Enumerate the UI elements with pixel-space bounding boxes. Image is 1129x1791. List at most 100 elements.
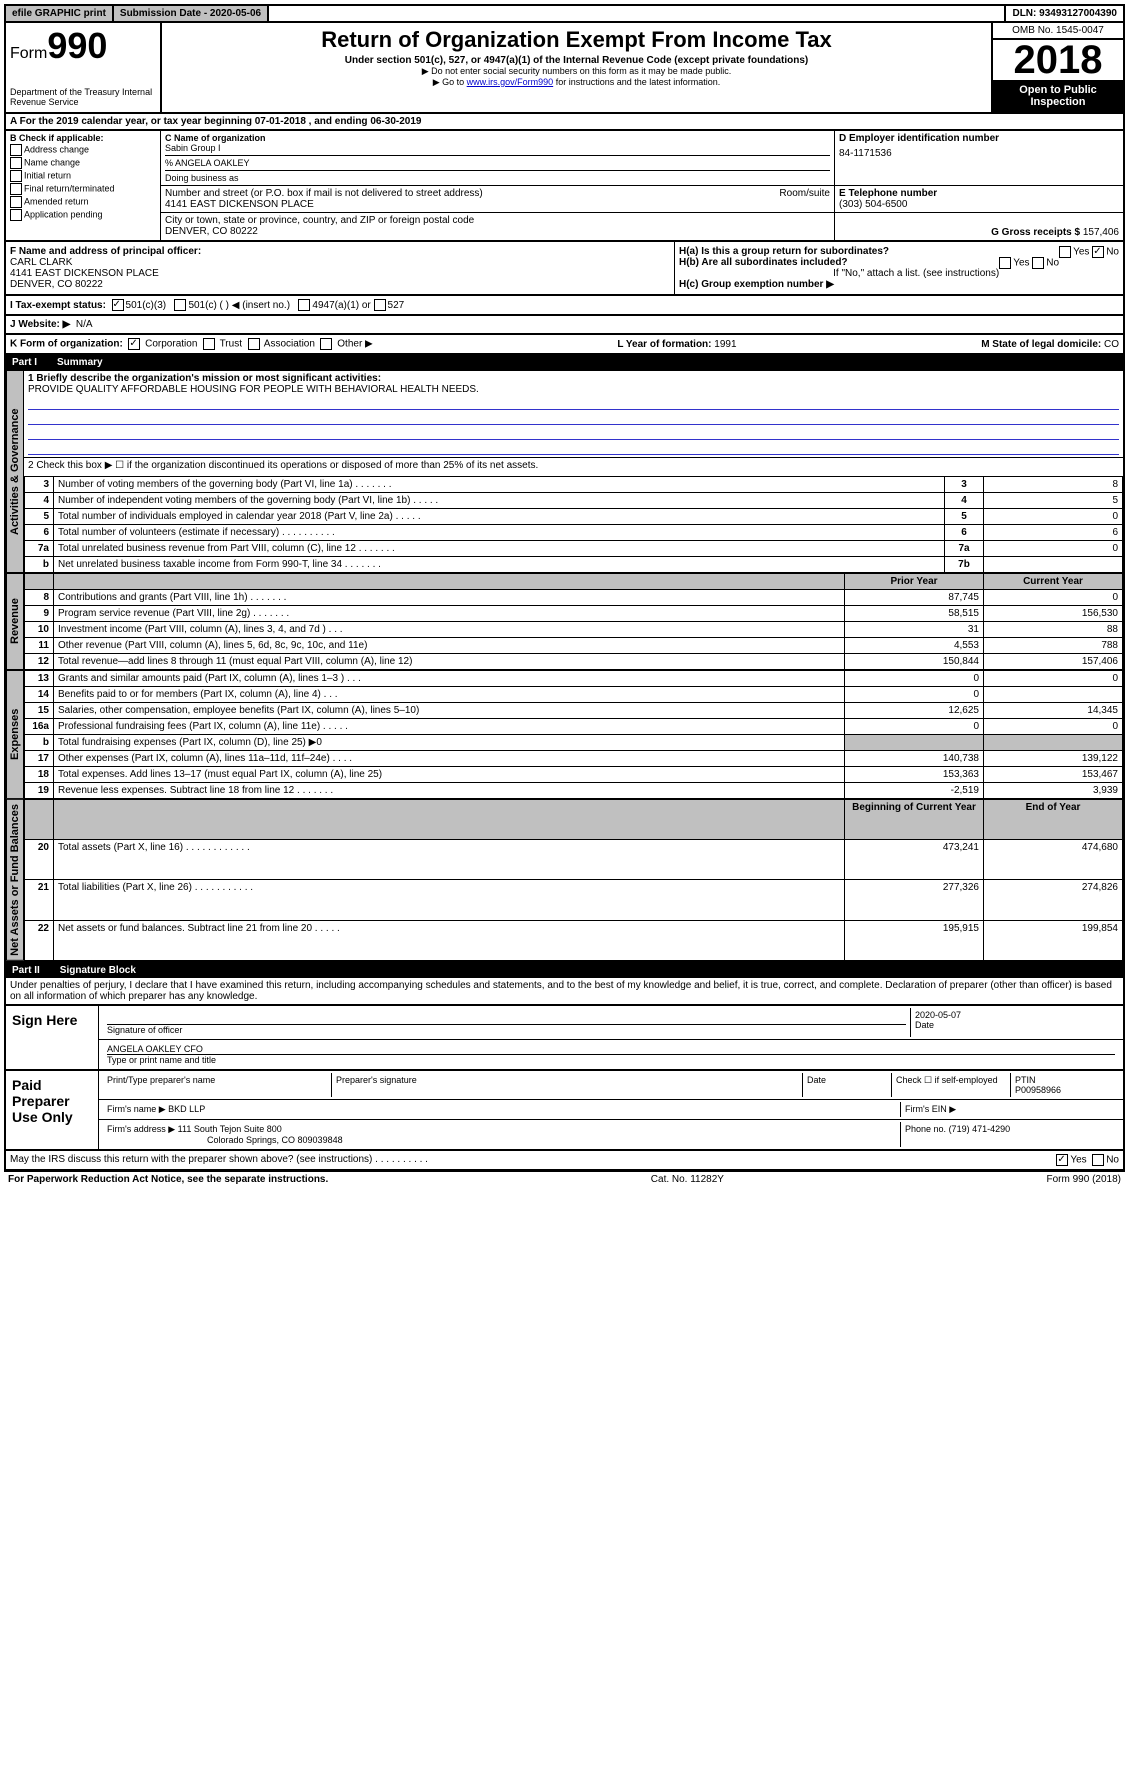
firm-name: BKD LLP bbox=[168, 1104, 205, 1114]
part-i-header: Part I Summary bbox=[4, 355, 1125, 370]
line-num: 17 bbox=[25, 751, 54, 767]
current-val: 156,530 bbox=[984, 606, 1123, 622]
chk-final-return[interactable]: Final return/terminated bbox=[10, 183, 156, 195]
form-990: 990 bbox=[47, 25, 107, 66]
line-num: 18 bbox=[25, 767, 54, 783]
part-ii-title: Signature Block bbox=[60, 965, 136, 976]
501c3[interactable]: 501(c)(3) bbox=[126, 300, 167, 311]
ein: 84-1171536 bbox=[839, 148, 1119, 159]
current-val: 157,406 bbox=[984, 654, 1123, 670]
discuss-question: May the IRS discuss this return with the… bbox=[10, 1154, 428, 1166]
discuss-yes[interactable]: Yes bbox=[1070, 1154, 1086, 1165]
line-desc: Grants and similar amounts paid (Part IX… bbox=[54, 671, 845, 687]
form-subtitle: Under section 501(c), 527, or 4947(a)(1)… bbox=[166, 55, 987, 66]
ha-yes[interactable]: Yes bbox=[1073, 247, 1089, 258]
line-box: 5 bbox=[945, 509, 984, 525]
officer-addr1: 4141 EAST DICKENSON PLACE bbox=[10, 268, 670, 279]
line-val: 8 bbox=[984, 477, 1123, 493]
line-num: b bbox=[25, 557, 54, 573]
discuss-no[interactable]: No bbox=[1106, 1154, 1119, 1165]
tab-expenses: Expenses bbox=[6, 670, 24, 799]
b-label: B Check if applicable: bbox=[10, 133, 156, 143]
line-num: 11 bbox=[25, 638, 54, 654]
part-i-num: Part I bbox=[12, 357, 37, 368]
form-year-footer: Form 990 (2018) bbox=[1047, 1174, 1121, 1185]
k-other[interactable]: Other ▶ bbox=[337, 339, 372, 350]
current-val: 474,680 bbox=[984, 840, 1123, 880]
prior-val: 4,553 bbox=[845, 638, 984, 654]
chk-application-pending[interactable]: Application pending bbox=[10, 209, 156, 221]
efile-label[interactable]: efile GRAPHIC print bbox=[6, 6, 114, 21]
form-prefix: Form bbox=[10, 45, 47, 62]
form-number: Form990 bbox=[10, 25, 156, 67]
note-pre: ▶ Go to bbox=[433, 77, 467, 87]
527[interactable]: 527 bbox=[388, 300, 405, 311]
line-desc: Professional fundraising fees (Part IX, … bbox=[54, 719, 845, 735]
line-desc: Total assets (Part X, line 16) . . . . .… bbox=[54, 840, 845, 880]
4947a1[interactable]: 4947(a)(1) or bbox=[312, 300, 370, 311]
prep-name-hdr: Print/Type preparer's name bbox=[103, 1073, 332, 1097]
i-label: I Tax-exempt status: bbox=[10, 300, 106, 311]
cat-no: Cat. No. 11282Y bbox=[651, 1174, 724, 1185]
prior-val: 195,915 bbox=[845, 920, 984, 960]
form-header: Form990 Department of the Treasury Inter… bbox=[4, 23, 1125, 114]
tab-governance: Activities & Governance bbox=[6, 370, 24, 573]
line-desc: Number of independent voting members of … bbox=[54, 493, 945, 509]
501c[interactable]: 501(c) ( ) ◀ (insert no.) bbox=[188, 300, 290, 311]
line-num: 9 bbox=[25, 606, 54, 622]
line-desc: Other revenue (Part VIII, column (A), li… bbox=[54, 638, 845, 654]
prior-val: 473,241 bbox=[845, 840, 984, 880]
current-val: 0 bbox=[984, 719, 1123, 735]
line-desc: Total unrelated business revenue from Pa… bbox=[54, 541, 945, 557]
k-assoc[interactable]: Association bbox=[264, 339, 315, 350]
chk-initial-return[interactable]: Initial return bbox=[10, 170, 156, 182]
hb-yes[interactable]: Yes bbox=[1013, 258, 1029, 269]
prior-val: 87,745 bbox=[845, 590, 984, 606]
netassets-table: Beginning of Current YearEnd of Year20 T… bbox=[24, 799, 1123, 961]
tab-revenue: Revenue bbox=[6, 573, 24, 670]
part-ii-header: Part II Signature Block bbox=[4, 963, 1125, 978]
k-trust[interactable]: Trust bbox=[220, 339, 242, 350]
open-inspection: Open to Public Inspection bbox=[993, 80, 1123, 112]
line-num: 7a bbox=[25, 541, 54, 557]
firm-ein-label: Firm's EIN ▶ bbox=[901, 1102, 1119, 1117]
q2: 2 Check this box ▶ ☐ if the organization… bbox=[24, 457, 1123, 476]
sig-officer-label: Signature of officer bbox=[107, 1025, 182, 1035]
prior-val: -2,519 bbox=[845, 783, 984, 799]
paperwork-notice: For Paperwork Reduction Act Notice, see … bbox=[8, 1174, 328, 1185]
current-val: 153,467 bbox=[984, 767, 1123, 783]
addr-label: Number and street (or P.O. box if mail i… bbox=[165, 188, 483, 199]
block-b-to-g: B Check if applicable: Address change Na… bbox=[4, 131, 1125, 242]
discuss-row: May the IRS discuss this return with the… bbox=[4, 1151, 1125, 1171]
line-num: 21 bbox=[25, 880, 54, 920]
line-desc: Net assets or fund balances. Subtract li… bbox=[54, 920, 845, 960]
line-val: 6 bbox=[984, 525, 1123, 541]
netassets-section: Net Assets or Fund Balances Beginning of… bbox=[4, 799, 1125, 963]
top-bar: efile GRAPHIC print Submission Date - 20… bbox=[4, 4, 1125, 23]
care-of: % ANGELA OAKLEY bbox=[165, 155, 830, 168]
line-num: 5 bbox=[25, 509, 54, 525]
e-label: E Telephone number bbox=[839, 188, 937, 199]
ptin-value: P00958966 bbox=[1015, 1085, 1061, 1095]
chk-address-change[interactable]: Address change bbox=[10, 144, 156, 156]
line-num: 3 bbox=[25, 477, 54, 493]
k-corp[interactable]: Corporation bbox=[145, 339, 197, 350]
note-ssn: ▶ Do not enter social security numbers o… bbox=[166, 66, 987, 77]
governance-table: 3 Number of voting members of the govern… bbox=[24, 476, 1123, 573]
line-val bbox=[984, 557, 1123, 573]
chk-amended[interactable]: Amended return bbox=[10, 196, 156, 208]
firm-addr2: Colorado Springs, CO 809039848 bbox=[207, 1135, 343, 1145]
line-desc: Investment income (Part VIII, column (A)… bbox=[54, 622, 845, 638]
current-val: 139,122 bbox=[984, 751, 1123, 767]
chk-name-change[interactable]: Name change bbox=[10, 157, 156, 169]
line-num: 8 bbox=[25, 590, 54, 606]
prior-val: 140,738 bbox=[845, 751, 984, 767]
line-desc: Program service revenue (Part VIII, line… bbox=[54, 606, 845, 622]
hb-no[interactable]: No bbox=[1046, 258, 1059, 269]
website-value: N/A bbox=[76, 319, 93, 330]
line-num: 22 bbox=[25, 920, 54, 960]
ha-no[interactable]: No bbox=[1106, 247, 1119, 258]
irs-link[interactable]: www.irs.gov/Form990 bbox=[467, 77, 554, 87]
city-label: City or town, state or province, country… bbox=[165, 215, 474, 226]
prep-date-hdr: Date bbox=[803, 1073, 892, 1097]
